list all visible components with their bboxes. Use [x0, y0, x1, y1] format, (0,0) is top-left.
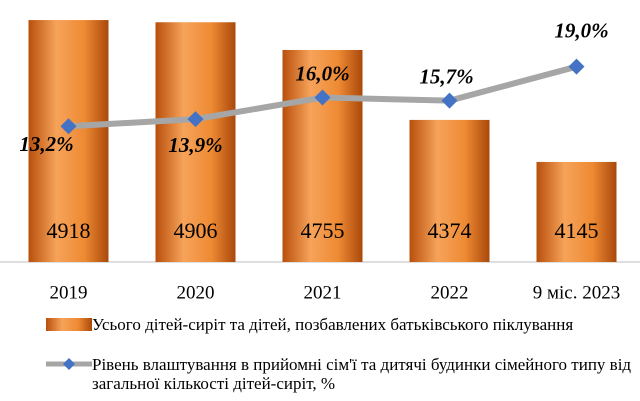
legend-swatch-marker: [63, 358, 75, 370]
x-tick-label: 2022: [431, 282, 469, 303]
bar-value-label: 4145: [555, 218, 599, 243]
bar: [155, 22, 236, 263]
bar: [28, 20, 109, 262]
line-value-label: 13,2%: [19, 132, 73, 156]
bar-value-label: 4906: [174, 218, 218, 243]
line-value-label: 13,9%: [168, 133, 222, 157]
line-marker: [441, 92, 458, 109]
line-marker: [314, 89, 331, 106]
bar: [536, 161, 617, 262]
x-tick-label: 2019: [50, 282, 88, 303]
line-value-label: 15,7%: [419, 64, 473, 88]
line-value-label: 19,0%: [554, 18, 608, 42]
line-marker: [568, 58, 585, 75]
x-tick-label: 2020: [177, 282, 215, 303]
x-tick-label: 2021: [304, 282, 342, 303]
line-marker: [187, 111, 204, 128]
bar-value-label: 4918: [47, 218, 91, 243]
x-tick-label: 9 міс. 2023: [533, 282, 621, 303]
bar: [409, 119, 490, 262]
bar: [282, 49, 363, 262]
legend-swatch-bar: [46, 318, 92, 331]
bar-value-label: 4755: [301, 218, 345, 243]
line-value-label: 16,0%: [295, 61, 349, 85]
legend-entry: Усього дітей-сиріт та дітей, позбавлених…: [92, 315, 574, 334]
bar-value-label: 4374: [428, 218, 472, 243]
line-marker: [60, 118, 77, 135]
legend-entry: Рівень влаштування в прийомні сім'ї та д…: [92, 355, 632, 393]
